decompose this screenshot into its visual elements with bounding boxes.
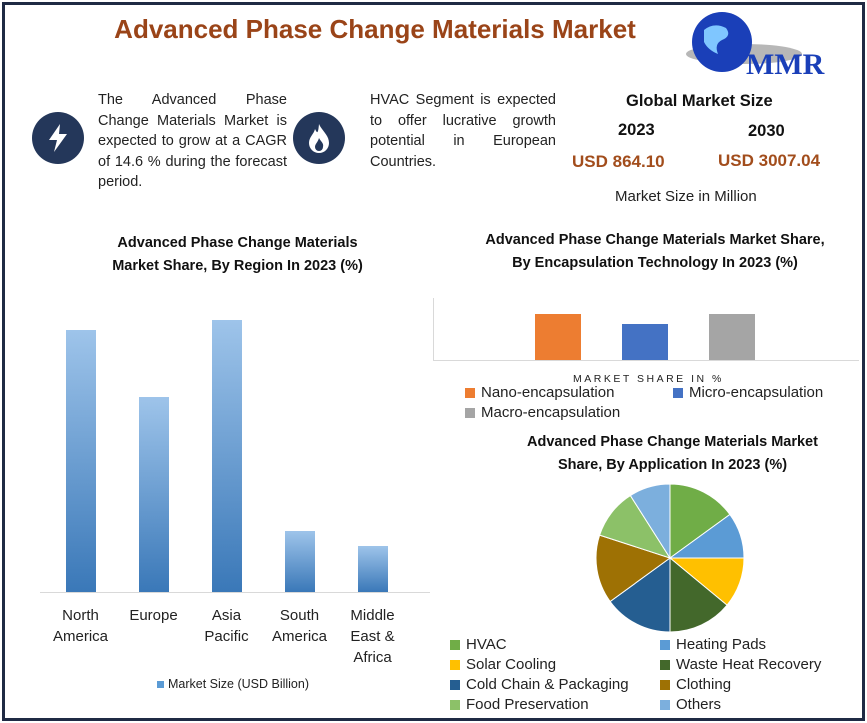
year-2023: 2023 bbox=[618, 121, 655, 139]
region-category-label: Middle East & Africa bbox=[350, 607, 395, 666]
pie-slice bbox=[609, 557, 671, 633]
pie-slice bbox=[629, 483, 671, 560]
encapsulation-chart-title: Advanced Phase Change Materials Market S… bbox=[485, 232, 825, 271]
region-bar bbox=[284, 531, 315, 592]
legend-swatch bbox=[465, 407, 475, 418]
encapsulation-bar bbox=[535, 314, 581, 360]
legend-label: Heating Pads bbox=[676, 636, 767, 653]
region-bar bbox=[357, 546, 388, 592]
legend-swatch bbox=[450, 699, 460, 710]
legend-label: HVAC bbox=[466, 636, 507, 653]
legend-item: Food Preservation bbox=[450, 696, 589, 713]
pie-slice bbox=[669, 556, 728, 633]
region-category-label: North America bbox=[52, 607, 108, 645]
legend-label: Market Size (USD Billion) bbox=[168, 677, 310, 691]
legend-item: Others bbox=[660, 696, 721, 713]
region-category-label: South America bbox=[271, 607, 327, 645]
legend-item: Waste Heat Recovery bbox=[660, 656, 821, 673]
flame-icon bbox=[293, 112, 345, 164]
legend-label: Food Preservation bbox=[466, 696, 589, 713]
legend-item: Macro-encapsulation bbox=[465, 404, 620, 421]
pie-slice bbox=[595, 534, 672, 603]
legend-swatch bbox=[450, 659, 460, 670]
legend-swatch bbox=[450, 679, 460, 690]
legend-swatch bbox=[660, 639, 670, 650]
market-size-heading: Global Market Size bbox=[626, 92, 773, 110]
region-bar bbox=[65, 330, 96, 592]
pie-slice bbox=[669, 483, 731, 559]
lightning-icon bbox=[32, 112, 84, 164]
legend-item: Clothing bbox=[660, 676, 731, 693]
region-bar bbox=[211, 320, 242, 592]
legend-label: Clothing bbox=[676, 676, 732, 693]
year-2030: 2030 bbox=[748, 122, 785, 140]
legend-swatch bbox=[660, 659, 670, 670]
encapsulation-axis-line bbox=[434, 360, 859, 361]
application-pie bbox=[595, 483, 745, 633]
mmr-logo: MMR bbox=[684, 12, 834, 84]
region-category-label: Asia Pacific bbox=[204, 607, 249, 645]
encapsulation-bar bbox=[709, 314, 755, 360]
hvac-text: HVAC Segment is expected to offer lucrat… bbox=[370, 92, 556, 170]
legend-item: Cold Chain & Packaging bbox=[450, 676, 629, 693]
application-chart-title: Advanced Phase Change Materials Market S… bbox=[527, 434, 818, 473]
legend-item: Heating Pads bbox=[660, 636, 766, 653]
region-chart-title: Advanced Phase Change Materials Market S… bbox=[112, 235, 363, 274]
legend-swatch bbox=[450, 639, 460, 650]
region-chart bbox=[40, 290, 430, 593]
encapsulation-chart bbox=[433, 298, 859, 361]
legend-swatch bbox=[660, 699, 670, 710]
legend-swatch bbox=[157, 680, 164, 688]
value-2030: USD 3007.04 bbox=[718, 151, 821, 170]
region-category-label: Europe bbox=[129, 607, 178, 624]
market-size-unit: Market Size in Million bbox=[615, 188, 757, 205]
legend-item: Micro-encapsulation bbox=[673, 384, 823, 401]
encapsulation-bar bbox=[622, 324, 668, 360]
region-axis-line bbox=[40, 592, 430, 593]
legend-label: Solar Cooling bbox=[466, 656, 557, 673]
page-title: Advanced Phase Change Materials Market bbox=[114, 14, 636, 44]
region-categories: North America Europe Asia Pacific South Americ… bbox=[40, 605, 430, 675]
legend-label: Nano-encapsulation bbox=[481, 384, 615, 401]
legend-label: Macro-encapsulation bbox=[481, 404, 621, 421]
cagr-text: The Advanced Phase Change Materials Mark… bbox=[98, 92, 287, 190]
legend-label: Micro-encapsulation bbox=[689, 384, 824, 401]
encapsulation-xlabel: MARKET SHARE IN % bbox=[573, 373, 724, 385]
value-2023: USD 864.10 bbox=[572, 152, 665, 171]
svg-text:MMR: MMR bbox=[746, 48, 825, 81]
region-bar bbox=[138, 397, 169, 592]
legend-label: Waste Heat Recovery bbox=[676, 656, 822, 673]
legend-swatch bbox=[465, 387, 475, 398]
legend-item: Nano-encapsulation bbox=[465, 384, 614, 401]
legend-swatch bbox=[673, 387, 683, 398]
legend-item: Solar Cooling bbox=[450, 656, 556, 673]
legend-label: Cold Chain & Packaging bbox=[466, 676, 629, 693]
legend-swatch bbox=[660, 679, 670, 690]
region-legend: Market Size (USD Billion) bbox=[157, 677, 309, 691]
legend-label: Others bbox=[676, 696, 722, 713]
legend-item: HVAC bbox=[450, 636, 507, 653]
